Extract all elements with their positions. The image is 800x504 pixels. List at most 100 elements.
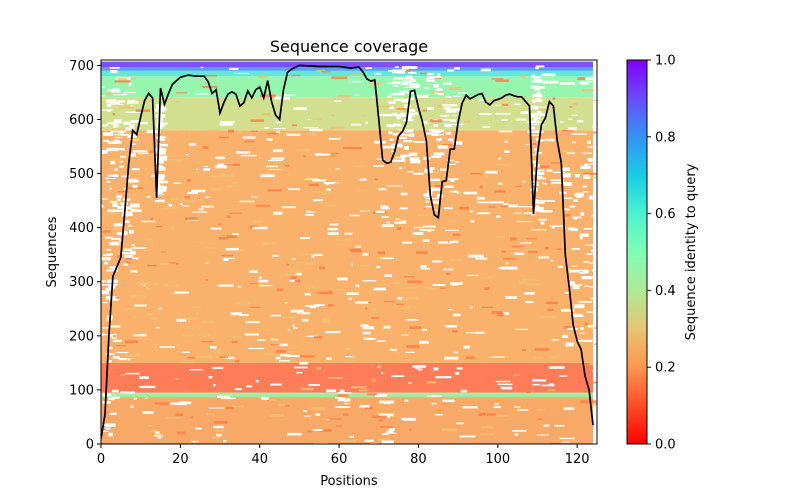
heatmap-gap xyxy=(573,314,583,318)
heatmap-stroke xyxy=(415,368,420,370)
heatmap-stroke xyxy=(540,221,545,225)
heatmap-gap xyxy=(571,227,577,232)
heatmap-band xyxy=(101,76,594,98)
heatmap-stroke xyxy=(284,302,288,304)
heatmap-stroke xyxy=(592,131,597,134)
heatmap-gap xyxy=(157,160,162,164)
heatmap-stroke xyxy=(463,120,471,123)
y-tick-label: 700 xyxy=(69,59,94,74)
heatmap-stroke xyxy=(288,188,300,191)
heatmap-stroke xyxy=(311,255,315,258)
heatmap-stroke xyxy=(397,351,400,354)
heatmap-gap xyxy=(535,76,541,78)
heatmap-gap xyxy=(113,125,117,129)
heatmap-stroke xyxy=(393,282,408,285)
heatmap-stroke xyxy=(205,279,208,281)
heatmap-gap xyxy=(425,206,435,208)
heatmap-gap xyxy=(438,93,444,95)
heatmap-stroke xyxy=(319,191,331,195)
heatmap-gap xyxy=(563,182,573,186)
heatmap-stroke xyxy=(577,372,588,375)
heatmap-stroke xyxy=(255,379,259,383)
heatmap-gap xyxy=(116,148,126,151)
heatmap-stroke xyxy=(359,405,370,408)
heatmap-stroke xyxy=(357,146,363,150)
heatmap-stroke xyxy=(214,165,228,169)
colorbar-label: Sequence identity to query xyxy=(684,163,699,340)
heatmap-stroke xyxy=(422,109,427,112)
heatmap-gap xyxy=(156,191,163,196)
heatmap-gap xyxy=(535,99,543,103)
heatmap-gap xyxy=(388,131,393,135)
heatmap-gap xyxy=(113,174,119,177)
heatmap-stroke xyxy=(387,185,403,187)
heatmap-stroke xyxy=(187,385,203,389)
heatmap-stroke xyxy=(442,399,455,403)
heatmap-stroke xyxy=(307,118,311,121)
heatmap-gap xyxy=(103,254,111,257)
heatmap-stroke xyxy=(373,287,387,291)
heatmap-stroke xyxy=(381,433,389,435)
heatmap-stroke xyxy=(515,213,527,215)
heatmap-gap xyxy=(532,119,537,123)
heatmap-gap xyxy=(562,173,571,178)
heatmap-stroke xyxy=(395,218,401,220)
heatmap-gap xyxy=(403,119,414,122)
heatmap-gap xyxy=(129,152,136,157)
heatmap-stroke xyxy=(561,334,568,338)
heatmap-stroke xyxy=(139,376,149,380)
heatmap-gap xyxy=(436,138,443,142)
heatmap-stroke xyxy=(493,405,502,409)
heatmap-stroke xyxy=(546,138,555,142)
heatmap-stroke xyxy=(512,429,527,432)
heatmap-stroke xyxy=(355,245,362,248)
heatmap-stroke xyxy=(408,382,412,384)
heatmap-gap xyxy=(155,122,167,125)
heatmap-stroke xyxy=(561,164,568,167)
heatmap-stroke xyxy=(582,89,595,92)
heatmap-gap xyxy=(583,285,589,287)
heatmap-stroke xyxy=(442,104,458,107)
heatmap-stroke xyxy=(532,379,547,382)
heatmap-gap xyxy=(579,314,584,317)
heatmap-stroke xyxy=(542,425,548,428)
heatmap-stroke xyxy=(219,123,233,126)
heatmap-gap xyxy=(111,389,119,393)
heatmap-stroke xyxy=(589,362,594,366)
heatmap-gap xyxy=(130,250,136,255)
heatmap-gap xyxy=(531,123,540,125)
heatmap-stroke xyxy=(328,290,331,293)
heatmap-gap xyxy=(425,79,435,82)
heatmap-gap xyxy=(131,244,135,247)
heatmap-stroke xyxy=(229,67,239,71)
heatmap-stroke xyxy=(145,287,152,290)
heatmap-gap xyxy=(157,158,168,161)
heatmap-gap xyxy=(123,121,131,125)
heatmap-stroke xyxy=(324,129,333,131)
heatmap-gap xyxy=(445,96,452,99)
heatmap-stroke xyxy=(424,331,429,333)
heatmap-stroke xyxy=(123,92,137,94)
heatmap-stroke xyxy=(512,245,524,248)
heatmap-stroke xyxy=(354,165,365,167)
heatmap-gap xyxy=(105,124,109,126)
heatmap-stroke xyxy=(332,289,346,292)
heatmap-stroke xyxy=(112,113,116,116)
heatmap-gap xyxy=(448,138,454,142)
heatmap-stroke xyxy=(436,287,446,289)
heatmap-stroke xyxy=(205,262,209,264)
heatmap-stroke xyxy=(427,381,437,384)
heatmap-stroke xyxy=(107,211,118,215)
heatmap-stroke xyxy=(111,128,126,132)
heatmap-stroke xyxy=(175,413,184,416)
heatmap-stroke xyxy=(284,405,290,407)
heatmap-stroke xyxy=(525,143,529,146)
heatmap-gap xyxy=(589,262,595,264)
heatmap-stroke xyxy=(275,356,281,360)
heatmap-gap xyxy=(535,202,545,204)
heatmap-stroke xyxy=(296,148,311,152)
heatmap-gap xyxy=(157,193,165,196)
heatmap-stroke xyxy=(482,125,491,128)
heatmap-stroke xyxy=(379,400,395,404)
heatmap-stroke xyxy=(192,211,208,213)
